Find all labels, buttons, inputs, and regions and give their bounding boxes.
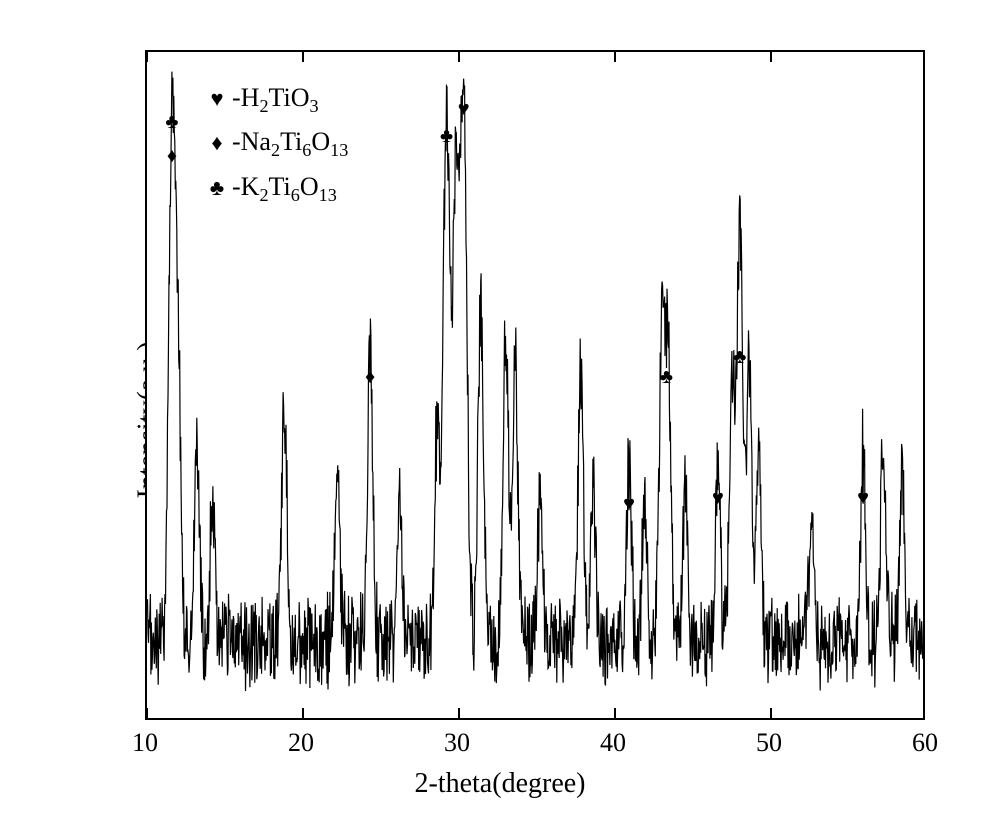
- x-tick: [614, 708, 616, 718]
- x-tick-top: [458, 52, 460, 62]
- x-tick: [146, 708, 148, 718]
- diamond-icon: ♦: [167, 146, 177, 166]
- club-icon: ♣: [660, 367, 673, 387]
- xrd-chart: Intensity(a.u.) ♥-H2TiO3 ♦-Na2Ti6O13 ♣-K…: [50, 40, 950, 800]
- legend-item-k2ti6o13: ♣-K2Ti6O13: [202, 166, 348, 210]
- club-icon: ♣: [165, 112, 178, 132]
- x-tick-label: 30: [444, 728, 470, 758]
- legend-label: -Na2Ti6O13: [232, 127, 348, 156]
- diamond-icon: ♦: [202, 125, 232, 160]
- club-icon: ♣: [202, 170, 232, 205]
- heart-icon: ♥: [623, 494, 635, 514]
- plot-area: ♥-H2TiO3 ♦-Na2Ti6O13 ♣-K2Ti6O13 ♣♦♦♣♥♥♣♥…: [145, 50, 925, 720]
- x-tick-top: [302, 52, 304, 62]
- x-tick: [770, 708, 772, 718]
- heart-icon: ♥: [202, 81, 232, 116]
- x-tick-label: 20: [288, 728, 314, 758]
- x-tick: [458, 708, 460, 718]
- x-tick-label: 40: [600, 728, 626, 758]
- legend-label: -H2TiO3: [232, 83, 319, 112]
- club-icon: ♣: [733, 347, 746, 367]
- heart-icon: ♥: [857, 488, 869, 508]
- x-tick-top: [770, 52, 772, 62]
- legend-item-na2ti6o13: ♦-Na2Ti6O13: [202, 121, 348, 165]
- legend: ♥-H2TiO3 ♦-Na2Ti6O13 ♣-K2Ti6O13: [202, 77, 348, 210]
- x-tick-label: 60: [912, 728, 938, 758]
- x-tick-top: [614, 52, 616, 62]
- heart-icon: ♥: [712, 488, 724, 508]
- legend-label: -K2Ti6O13: [232, 172, 337, 201]
- diamond-icon: ♦: [365, 367, 375, 387]
- x-tick: [302, 708, 304, 718]
- x-tick-label: 50: [756, 728, 782, 758]
- club-icon: ♣: [440, 126, 453, 146]
- heart-icon: ♥: [458, 99, 470, 119]
- x-tick-top: [146, 52, 148, 62]
- legend-item-h2tio3: ♥-H2TiO3: [202, 77, 348, 121]
- x-axis-label: 2-theta(degree): [415, 768, 586, 800]
- x-tick-label: 10: [132, 728, 158, 758]
